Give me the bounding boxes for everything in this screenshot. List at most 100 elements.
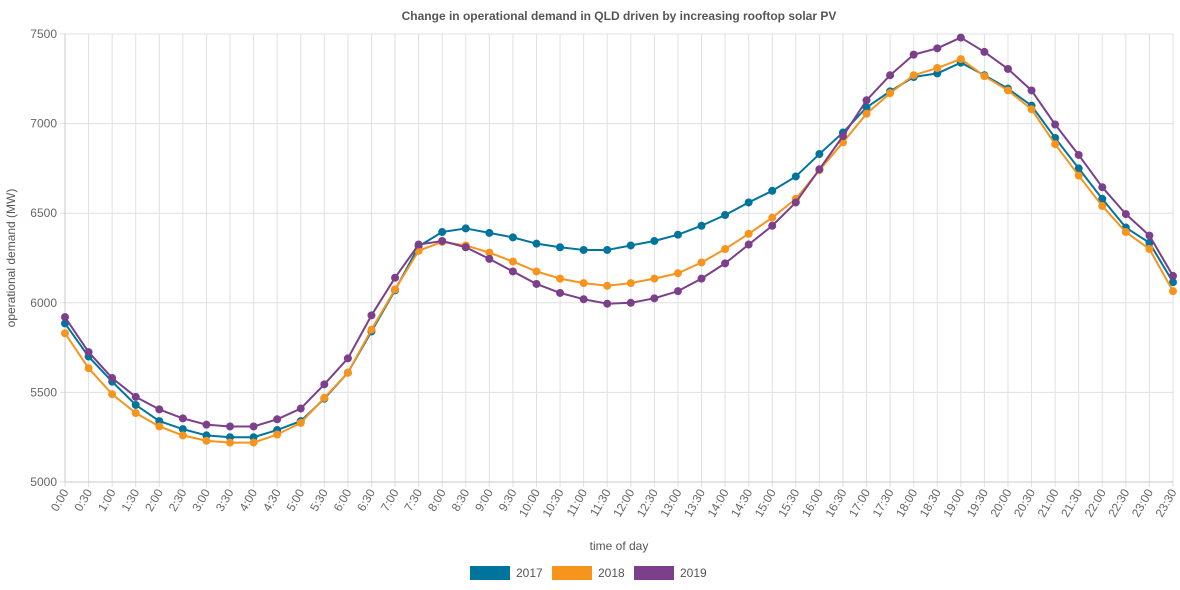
- data-point-2018[interactable]: [367, 325, 376, 334]
- data-point-2018[interactable]: [508, 257, 517, 266]
- data-point-2017[interactable]: [791, 172, 800, 181]
- data-point-2018[interactable]: [697, 258, 706, 267]
- data-point-2018[interactable]: [249, 438, 258, 447]
- data-point-2018[interactable]: [956, 55, 965, 64]
- data-point-2019[interactable]: [933, 44, 942, 53]
- data-point-2017[interactable]: [603, 245, 612, 254]
- data-point-2017[interactable]: [1169, 278, 1177, 287]
- data-point-2017[interactable]: [556, 243, 565, 252]
- data-point-2019[interactable]: [603, 299, 612, 308]
- data-point-2019[interactable]: [84, 348, 93, 357]
- data-point-2019[interactable]: [1121, 210, 1130, 219]
- data-point-2019[interactable]: [673, 287, 682, 296]
- data-point-2018[interactable]: [1027, 105, 1036, 114]
- data-point-2018[interactable]: [626, 279, 635, 288]
- data-point-2018[interactable]: [1098, 202, 1107, 211]
- data-point-2018[interactable]: [862, 109, 871, 118]
- data-point-2019[interactable]: [909, 50, 918, 59]
- data-point-2019[interactable]: [414, 240, 423, 249]
- data-point-2017[interactable]: [673, 230, 682, 239]
- data-point-2017[interactable]: [697, 221, 706, 230]
- data-point-2019[interactable]: [461, 243, 470, 252]
- data-point-2018[interactable]: [721, 245, 730, 254]
- data-point-2019[interactable]: [343, 354, 352, 363]
- data-point-2019[interactable]: [579, 295, 588, 304]
- data-point-2019[interactable]: [956, 33, 965, 42]
- data-point-2017[interactable]: [744, 198, 753, 207]
- data-point-2018[interactable]: [391, 285, 400, 294]
- data-point-2019[interactable]: [556, 288, 565, 297]
- data-point-2018[interactable]: [1003, 86, 1012, 95]
- data-point-2017[interactable]: [438, 228, 447, 237]
- data-point-2019[interactable]: [1003, 64, 1012, 73]
- data-point-2019[interactable]: [791, 198, 800, 207]
- data-point-2018[interactable]: [61, 329, 69, 338]
- data-point-2018[interactable]: [556, 274, 565, 283]
- data-point-2019[interactable]: [980, 47, 989, 56]
- data-point-2018[interactable]: [1145, 245, 1154, 254]
- data-point-2019[interactable]: [862, 96, 871, 105]
- data-point-2018[interactable]: [603, 281, 612, 290]
- legend-item-2018[interactable]: 2018: [552, 566, 625, 580]
- data-point-2018[interactable]: [131, 409, 140, 418]
- data-point-2017[interactable]: [862, 103, 871, 112]
- data-point-2019[interactable]: [1098, 183, 1107, 192]
- data-point-2017[interactable]: [532, 239, 541, 248]
- data-point-2018[interactable]: [108, 390, 117, 399]
- data-point-2018[interactable]: [1051, 140, 1060, 149]
- data-point-2019[interactable]: [131, 392, 140, 401]
- data-point-2019[interactable]: [1074, 150, 1083, 159]
- data-point-2018[interactable]: [1074, 171, 1083, 180]
- data-point-2017[interactable]: [650, 236, 659, 245]
- data-point-2019[interactable]: [508, 267, 517, 276]
- data-point-2018[interactable]: [650, 274, 659, 283]
- data-point-2019[interactable]: [1027, 86, 1036, 95]
- data-point-2018[interactable]: [933, 64, 942, 73]
- data-point-2019[interactable]: [721, 259, 730, 268]
- data-point-2019[interactable]: [485, 254, 494, 263]
- data-point-2017[interactable]: [461, 224, 470, 233]
- data-point-2017[interactable]: [131, 400, 140, 409]
- data-point-2018[interactable]: [485, 248, 494, 257]
- data-point-2018[interactable]: [768, 213, 777, 222]
- data-point-2018[interactable]: [202, 436, 211, 445]
- data-point-2017[interactable]: [721, 210, 730, 219]
- data-point-2018[interactable]: [226, 438, 235, 447]
- data-point-2018[interactable]: [343, 368, 352, 377]
- data-point-2017[interactable]: [508, 233, 517, 242]
- data-point-2019[interactable]: [838, 132, 847, 141]
- data-point-2019[interactable]: [320, 380, 329, 389]
- data-point-2019[interactable]: [367, 311, 376, 320]
- data-point-2018[interactable]: [155, 422, 164, 431]
- data-point-2019[interactable]: [178, 414, 187, 423]
- data-point-2017[interactable]: [626, 241, 635, 250]
- data-point-2018[interactable]: [579, 279, 588, 288]
- data-point-2018[interactable]: [84, 364, 93, 373]
- data-point-2018[interactable]: [320, 393, 329, 402]
- data-point-2019[interactable]: [886, 71, 895, 80]
- data-point-2017[interactable]: [579, 245, 588, 254]
- data-point-2019[interactable]: [744, 240, 753, 249]
- legend-item-2019[interactable]: 2019: [634, 566, 707, 580]
- data-point-2019[interactable]: [1169, 271, 1177, 280]
- data-point-2019[interactable]: [1145, 231, 1154, 240]
- data-point-2018[interactable]: [980, 72, 989, 81]
- data-point-2019[interactable]: [697, 274, 706, 283]
- data-point-2018[interactable]: [296, 418, 305, 427]
- data-point-2017[interactable]: [815, 150, 824, 159]
- data-point-2019[interactable]: [1051, 120, 1060, 129]
- data-point-2019[interactable]: [296, 404, 305, 413]
- data-point-2019[interactable]: [273, 415, 282, 424]
- data-point-2018[interactable]: [178, 431, 187, 440]
- data-point-2018[interactable]: [909, 71, 918, 80]
- data-point-2019[interactable]: [650, 294, 659, 303]
- data-point-2019[interactable]: [532, 279, 541, 288]
- data-point-2019[interactable]: [249, 422, 258, 431]
- data-point-2018[interactable]: [744, 229, 753, 238]
- data-point-2017[interactable]: [768, 186, 777, 195]
- data-point-2018[interactable]: [532, 267, 541, 276]
- data-point-2019[interactable]: [108, 374, 117, 383]
- data-point-2018[interactable]: [1121, 228, 1130, 237]
- data-point-2018[interactable]: [673, 269, 682, 278]
- legend-item-2017[interactable]: 2017: [470, 566, 543, 580]
